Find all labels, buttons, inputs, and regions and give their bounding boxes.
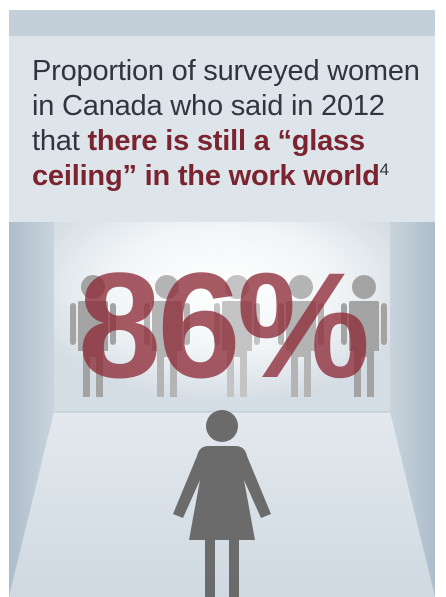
left-wall	[9, 222, 54, 597]
scene-illustration	[9, 222, 435, 597]
headline: Proportion of surveyed women in Canada w…	[32, 54, 427, 194]
headline-lead: Proportion of surveyed women in Canada w…	[32, 55, 420, 157]
top-bar	[9, 10, 435, 36]
infographic-card: Proportion of surveyed women in Canada w…	[9, 10, 435, 597]
woman-icon	[173, 410, 271, 597]
glass-ceiling-scene	[9, 222, 435, 597]
footnote-marker: 4	[379, 160, 389, 179]
right-wall	[390, 222, 435, 597]
percent-value: 86%	[77, 241, 370, 409]
headline-emphasis: there is still a “glass ceiling” in the …	[32, 125, 380, 192]
